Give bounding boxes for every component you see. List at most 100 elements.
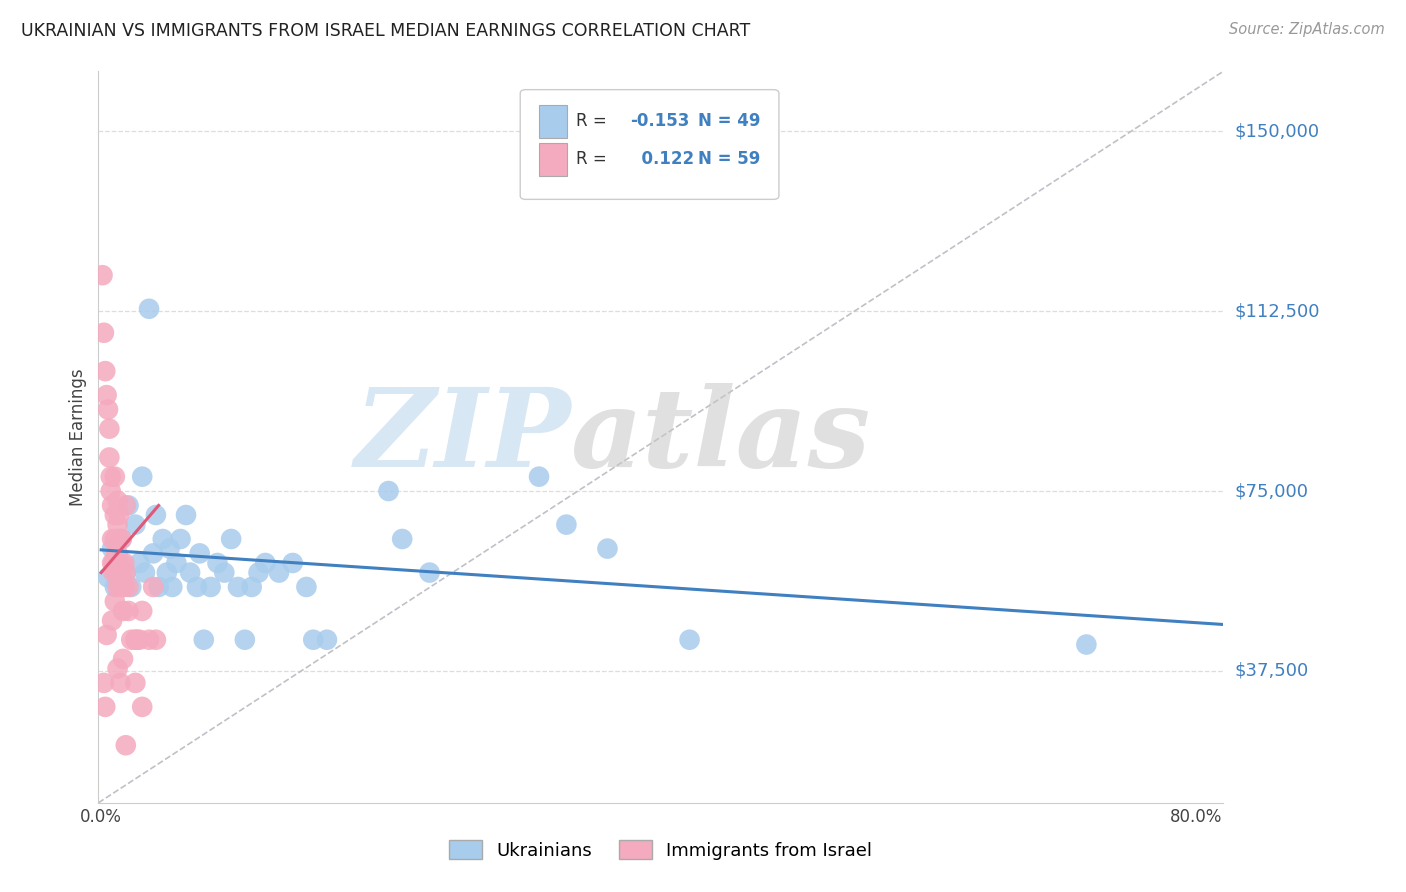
Text: ZIP: ZIP	[354, 384, 571, 491]
Point	[134, 566, 156, 580]
Point	[100, 483, 122, 498]
Point	[142, 580, 165, 594]
Point	[145, 508, 167, 522]
Point	[267, 566, 290, 580]
Point	[128, 632, 150, 647]
Point	[103, 556, 125, 570]
Text: $112,500: $112,500	[1234, 302, 1320, 320]
Point	[120, 632, 142, 647]
Point	[98, 450, 121, 465]
Point	[94, 699, 117, 714]
Text: N = 49: N = 49	[697, 112, 761, 130]
Point	[219, 532, 242, 546]
Point	[117, 580, 139, 594]
Point	[226, 580, 249, 594]
Point	[156, 566, 179, 580]
Point	[148, 580, 170, 594]
Point	[101, 532, 124, 546]
Y-axis label: Median Earnings: Median Earnings	[69, 368, 87, 506]
Point	[124, 676, 146, 690]
Point	[108, 508, 131, 522]
Point	[281, 556, 304, 570]
Point	[555, 517, 578, 532]
Text: $37,500: $37,500	[1234, 662, 1309, 680]
Point	[108, 532, 131, 546]
Point	[128, 556, 150, 570]
Point	[107, 580, 129, 594]
Point	[120, 580, 142, 594]
Text: $75,000: $75,000	[1234, 482, 1309, 500]
Bar	[540, 143, 568, 176]
Point	[112, 652, 135, 666]
Point	[101, 541, 124, 556]
Point	[131, 699, 153, 714]
Point	[104, 508, 127, 522]
Point	[124, 632, 146, 647]
Point	[207, 556, 229, 570]
Point	[112, 604, 135, 618]
Point	[96, 628, 118, 642]
Point	[124, 517, 146, 532]
Point	[316, 632, 339, 647]
Point	[111, 532, 134, 546]
Point	[391, 532, 413, 546]
Point	[100, 469, 122, 483]
Point	[101, 614, 124, 628]
Point	[93, 326, 115, 340]
Point	[105, 546, 128, 560]
Point	[93, 676, 115, 690]
Point	[111, 532, 134, 546]
Point	[233, 632, 256, 647]
Point	[117, 604, 139, 618]
Point	[101, 499, 124, 513]
Point	[138, 632, 160, 647]
Text: $150,000: $150,000	[1234, 122, 1320, 140]
Point	[104, 580, 127, 594]
Point	[174, 508, 197, 522]
Text: N = 59: N = 59	[697, 150, 761, 168]
Point	[114, 738, 136, 752]
Point	[114, 566, 136, 580]
Point	[240, 580, 263, 594]
Point	[107, 517, 129, 532]
Point	[179, 566, 201, 580]
Point	[169, 532, 191, 546]
Point	[107, 546, 129, 560]
Point	[112, 580, 135, 594]
Point	[114, 566, 136, 580]
Point	[131, 469, 153, 483]
Point	[108, 556, 131, 570]
Point	[419, 566, 441, 580]
Point	[110, 566, 132, 580]
Point	[254, 556, 277, 570]
Point	[94, 364, 117, 378]
Point	[114, 499, 136, 513]
Point	[107, 493, 129, 508]
Point	[295, 580, 318, 594]
Point	[200, 580, 222, 594]
Point	[110, 580, 132, 594]
Point	[247, 566, 270, 580]
Point	[104, 532, 127, 546]
Point	[162, 580, 184, 594]
Point	[112, 580, 135, 594]
Point	[152, 532, 174, 546]
Point	[131, 604, 153, 618]
Point	[111, 570, 134, 584]
Point	[107, 556, 129, 570]
Text: R =: R =	[576, 112, 613, 130]
Point	[111, 556, 134, 570]
Point	[112, 556, 135, 570]
Point	[97, 402, 120, 417]
Point	[107, 661, 129, 675]
Point	[1076, 638, 1098, 652]
Point	[98, 422, 121, 436]
Text: UKRAINIAN VS IMMIGRANTS FROM ISRAEL MEDIAN EARNINGS CORRELATION CHART: UKRAINIAN VS IMMIGRANTS FROM ISRAEL MEDI…	[21, 22, 751, 40]
Point	[596, 541, 619, 556]
Point	[96, 388, 118, 402]
Point	[165, 556, 187, 570]
FancyBboxPatch shape	[520, 90, 779, 200]
Point	[138, 301, 160, 316]
Text: -0.153: -0.153	[630, 112, 690, 130]
Point	[302, 632, 325, 647]
